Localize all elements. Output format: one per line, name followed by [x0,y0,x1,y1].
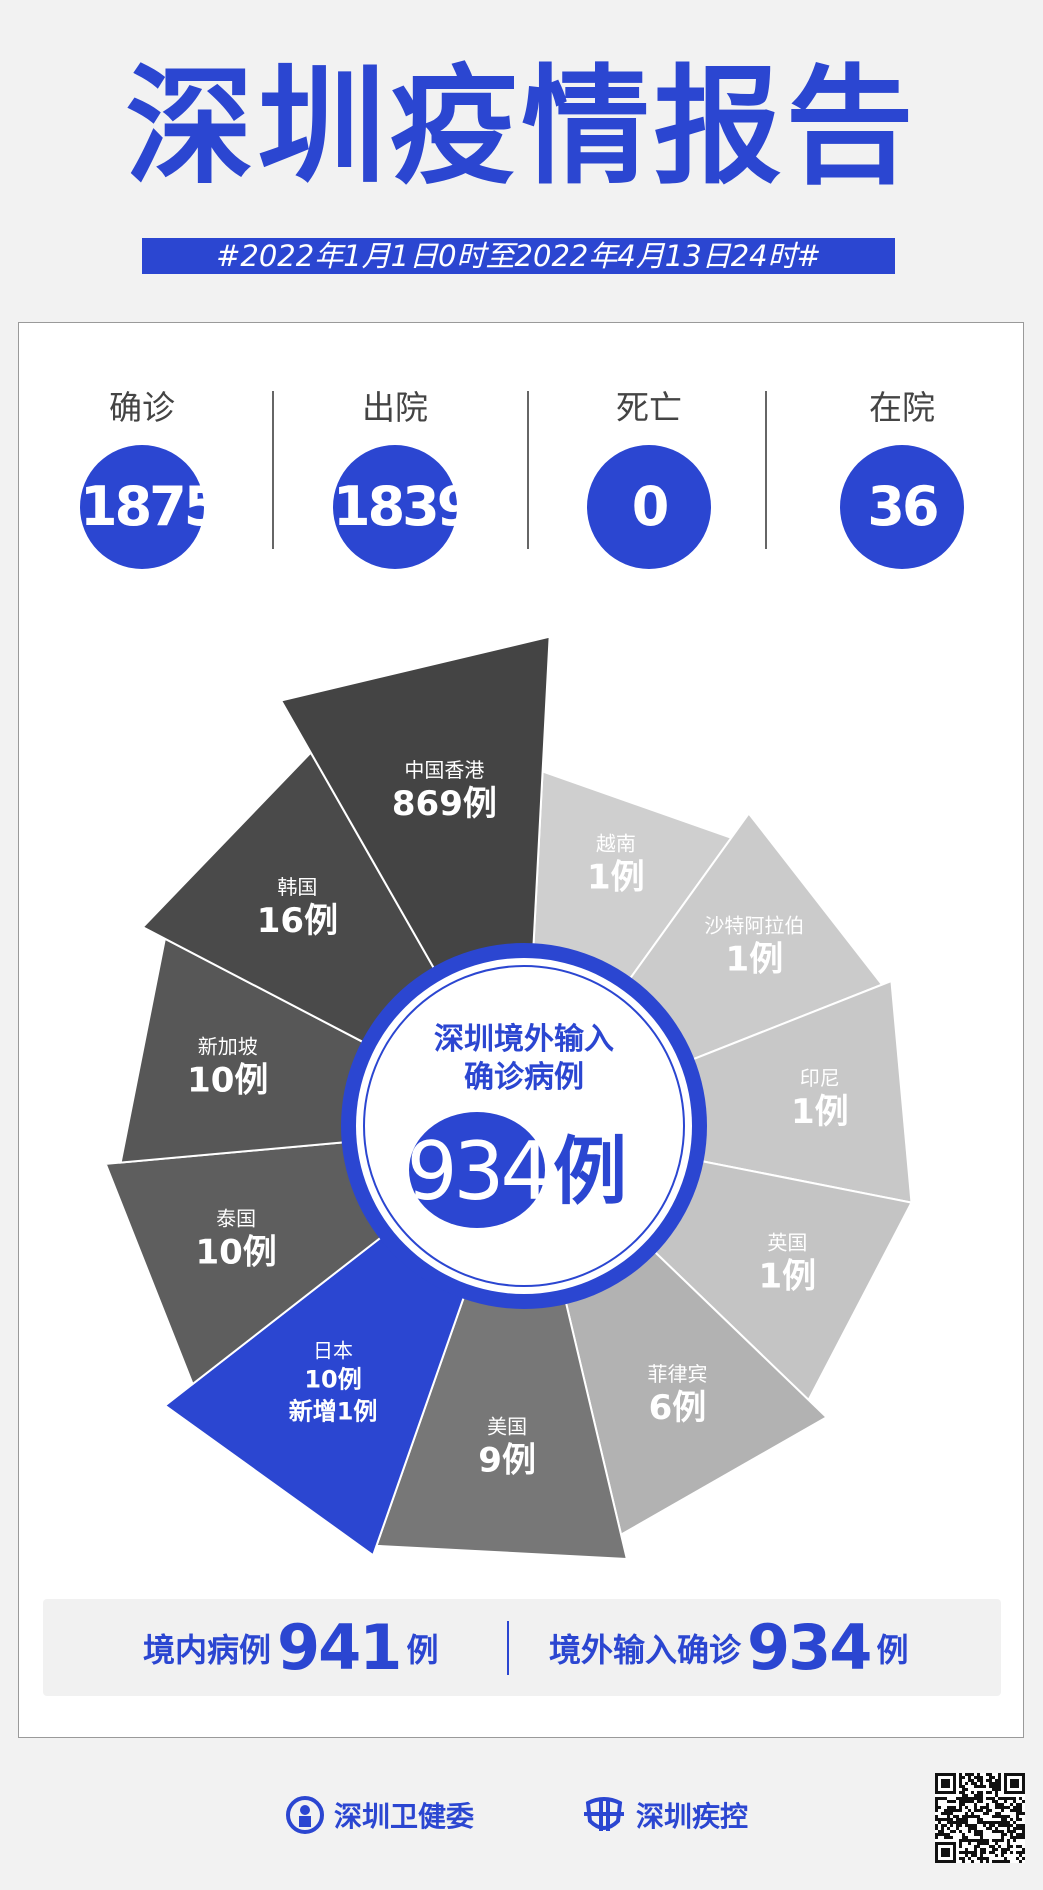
stat-value: 0 [587,445,711,569]
segment-value: 1例 [758,1256,816,1296]
segment-name: 菲律宾 [647,1362,707,1386]
imported-label: 境外输入确诊 [549,1630,742,1669]
stat-discharged: 出院 1839 [305,383,485,569]
stat-deaths: 死亡 0 [559,383,739,569]
segment-name: 英国 [767,1230,807,1254]
polar-chart: 越南1例沙特阿拉伯1例印尼1例英国1例菲律宾6例美国9例日本10例新增1例泰国1… [104,635,914,1561]
center-value-bubble [409,1112,545,1228]
segment-name: 日本 [313,1338,353,1362]
segment-value: 1例 [791,1092,849,1132]
domestic-label: 境内病例 [143,1630,272,1669]
stat-value: 1839 [333,445,474,569]
stat-label: 在院 [869,388,935,427]
center-unit: 例 [553,1129,627,1215]
segment-name: 沙特阿拉伯 [704,914,804,938]
org2-name: 深圳疾控 [636,1800,749,1833]
divider [765,391,767,549]
report-card: 确诊 1875 出院 1839 死亡 0 在院 36 越南 1例 沙特阿拉伯 1例 印尼… [18,322,1024,1738]
segment-value: 869例 [392,784,497,824]
segment-value: 10例 [304,1365,361,1393]
segment-name: 越南 [596,832,636,856]
segment-value: 6例 [649,1388,707,1428]
segment-name: 新加坡 [198,1034,258,1058]
segment-value: 1例 [587,858,645,898]
stat-confirmed: 确诊 1875 [52,383,232,569]
segment-value: 10例 [187,1060,268,1100]
health-commission-logo-icon [286,1796,324,1834]
org1-name: 深圳卫健委 [334,1800,475,1833]
imported-unit: 例 [876,1630,909,1669]
stat-hospitalized: 在院 36 [812,383,992,569]
domestic-summary: 境内病例 941 例 [143,1599,438,1696]
stat-value: 1875 [80,445,221,569]
stat-label: 死亡 [616,388,682,427]
date-range-banner: #2022年1月1日0时至2022年4月13日24时# [142,238,895,274]
segment-note: 新增1例 [289,1397,378,1425]
segment-name: 中国香港 [404,758,484,782]
stat-label: 确诊 [109,388,175,427]
divider [272,391,274,549]
segment-value: 9例 [478,1441,536,1481]
segment-name: 美国 [487,1415,527,1439]
segment-name: 印尼 [800,1066,840,1090]
qr-code-icon[interactable] [935,1773,1025,1863]
center-title-line1: 深圳境外输入 [434,1022,614,1057]
domestic-value: 941 [277,1611,402,1684]
stat-value: 36 [840,445,964,569]
domestic-unit: 例 [406,1630,439,1669]
segment-value: 1例 [726,940,784,980]
segment-name: 泰国 [216,1207,256,1231]
summary-bar: 境内病例 941 例 境外输入确诊 934 例 [43,1599,1001,1696]
cdc-logo-icon [584,1797,624,1831]
center-inner-ring [363,965,685,1287]
page-title: 深圳疫情报告 [125,53,918,202]
segment-value: 10例 [195,1233,276,1273]
segment-name: 韩国 [277,875,317,899]
segment-value: 16例 [257,901,338,941]
footer-org-health-commission: 深圳卫健委 [286,1795,474,1835]
summary-divider [507,1621,509,1675]
footer-org-cdc: 深圳疾控 [582,1795,748,1835]
stat-label: 出院 [362,388,428,427]
imported-value: 934 [747,1611,872,1684]
imported-summary: 境外输入确诊 934 例 [549,1599,908,1696]
center-value: 934 [407,1125,548,1218]
center-title-line2: 确诊病例 [464,1060,584,1095]
divider [527,391,529,549]
